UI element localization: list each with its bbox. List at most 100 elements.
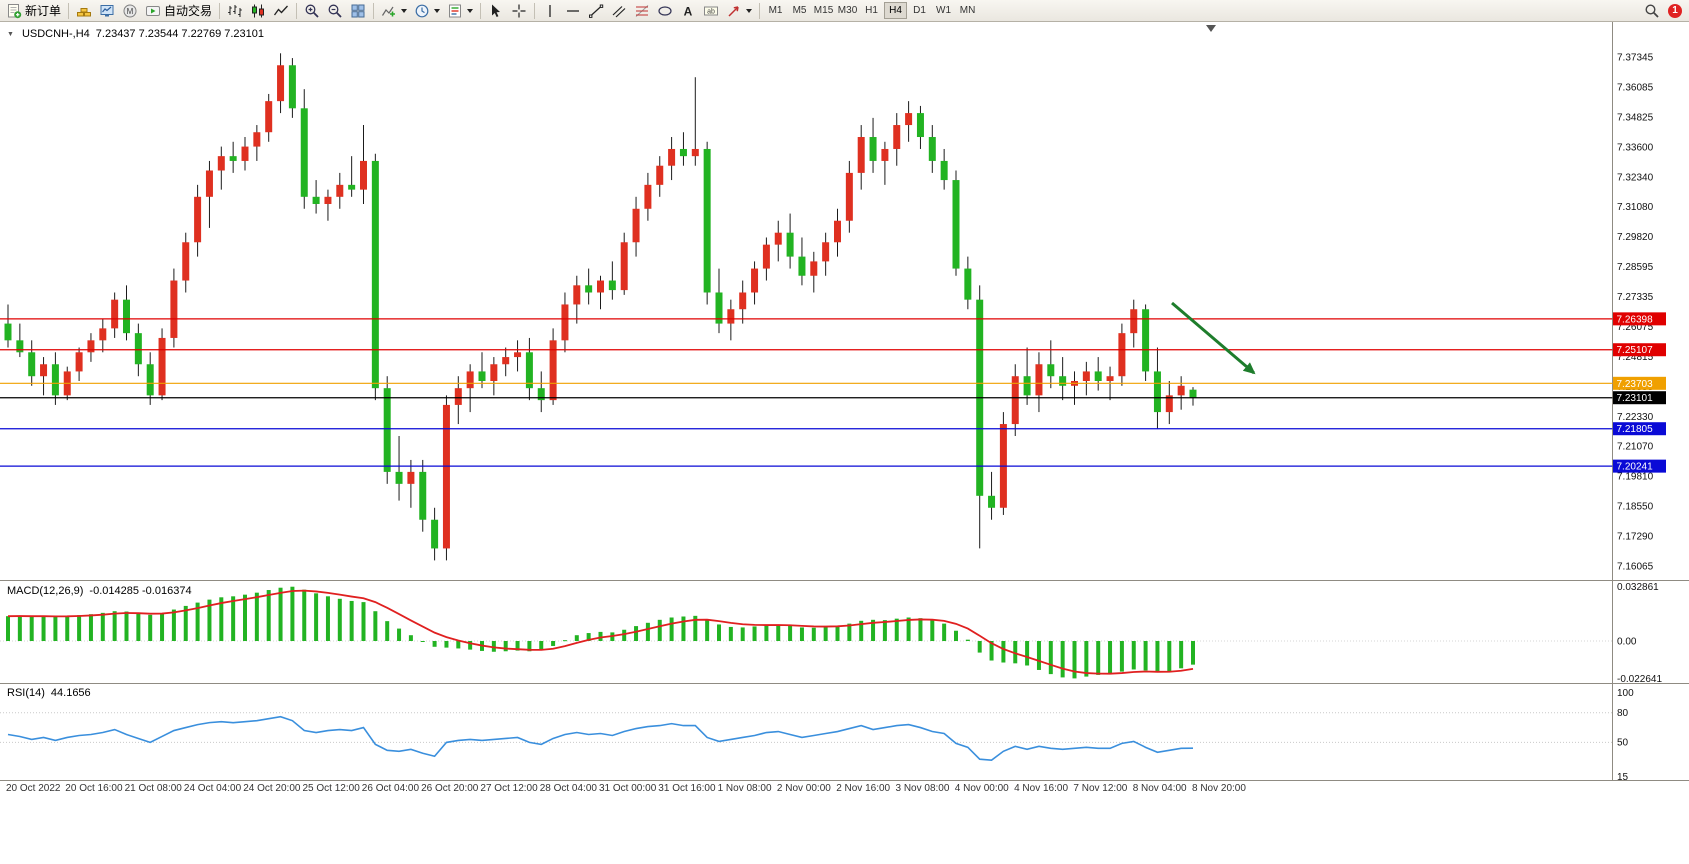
- svg-text:7.28595: 7.28595: [1617, 262, 1654, 273]
- gold-bars-button[interactable]: [73, 1, 95, 21]
- candlestick-chart-button[interactable]: [247, 1, 269, 21]
- add-indicator-icon: [382, 6, 396, 16]
- chart-title: ▼ USDCNH-,H4 7.23437 7.23544 7.22769 7.2…: [7, 28, 264, 40]
- equidistant-channel-button[interactable]: [608, 1, 630, 21]
- svg-text:7.37345: 7.37345: [1617, 53, 1654, 64]
- notification-badge[interactable]: 1: [1668, 3, 1682, 18]
- chart-profile-button[interactable]: [96, 1, 118, 21]
- chevron-down-icon[interactable]: ▼: [7, 30, 14, 38]
- price-chip: [1613, 343, 1666, 357]
- vertical-line-button[interactable]: [539, 1, 561, 21]
- bar-chart-button[interactable]: [224, 1, 246, 21]
- text-label-icon: ab: [704, 6, 719, 15]
- svg-text:7.26075: 7.26075: [1617, 322, 1654, 333]
- chart-template-button[interactable]: [444, 1, 476, 21]
- fibonacci-button[interactable]: [631, 1, 653, 21]
- svg-text:25 Oct 12:00: 25 Oct 12:00: [303, 783, 361, 794]
- chart-shift-marker[interactable]: [1206, 25, 1216, 32]
- price-chip: [1613, 376, 1666, 390]
- tf-button-m1[interactable]: M1: [764, 2, 787, 19]
- text-button[interactable]: A: [677, 1, 699, 21]
- zoom-out-button[interactable]: [324, 1, 346, 21]
- price-chip: [1613, 391, 1666, 405]
- timeframe-clock-icon: [415, 4, 429, 17]
- tf-button-m15[interactable]: M15: [812, 2, 835, 19]
- new-order-button[interactable]: 新订单: [3, 1, 64, 21]
- crosshair-button[interactable]: [508, 1, 530, 21]
- rsi-indicator-label: RSI(14) 44.1656: [7, 687, 91, 699]
- toolbar-separator: [534, 2, 536, 19]
- svg-text:1 Nov 08:00: 1 Nov 08:00: [718, 783, 772, 794]
- search-icon: [1645, 3, 1659, 18]
- candlestick-series: [4, 53, 1197, 561]
- tf-button-w1[interactable]: W1: [932, 2, 955, 19]
- svg-text:7.22330: 7.22330: [1617, 412, 1654, 423]
- cursor-button[interactable]: [485, 1, 507, 21]
- arrow-object-button[interactable]: [723, 1, 755, 21]
- tf-button-h4[interactable]: H4: [884, 2, 908, 19]
- zoom-in-button[interactable]: [301, 1, 323, 21]
- svg-text:7.23101: 7.23101: [1617, 393, 1654, 404]
- vertical-line-icon: [549, 4, 551, 17]
- dropdown-caret[interactable]: [746, 8, 753, 13]
- text-label-button[interactable]: ab: [700, 1, 722, 21]
- autotrading-play-icon: [146, 5, 161, 16]
- svg-text:7.29820: 7.29820: [1617, 232, 1654, 243]
- candlestick-chart-icon: [252, 4, 265, 17]
- svg-text:3 Nov 08:00: 3 Nov 08:00: [896, 783, 950, 794]
- rsi-title: RSI(14): [7, 687, 45, 699]
- tf-button-mn[interactable]: MN: [956, 2, 979, 19]
- trendline-icon: [589, 4, 604, 18]
- metaquotes-button[interactable]: M: [119, 1, 141, 21]
- toolbar-separator: [373, 2, 375, 19]
- ellipse-shape-button[interactable]: [654, 1, 676, 21]
- tf-button-h1[interactable]: H1: [860, 2, 883, 19]
- equidistant-channel-icon: [612, 5, 626, 17]
- cursor-icon: [492, 4, 501, 17]
- trend-arrow-annotation[interactable]: [1171, 301, 1256, 375]
- price-chip: [1613, 312, 1666, 326]
- zoom-in-icon: [305, 4, 319, 18]
- metaquotes-m-icon: M: [123, 4, 137, 17]
- svg-text:ab: ab: [707, 8, 715, 15]
- svg-text:24 Oct 20:00: 24 Oct 20:00: [243, 783, 301, 794]
- rsi-line: [7, 715, 1194, 762]
- zoom-out-icon: [328, 4, 342, 18]
- tf-button-m30[interactable]: M30: [836, 2, 859, 19]
- toolbar-separator: [759, 2, 761, 19]
- svg-text:2 Nov 16:00: 2 Nov 16:00: [836, 783, 890, 794]
- tf-button-m5[interactable]: M5: [788, 2, 811, 19]
- horizontal-line-button[interactable]: [562, 1, 584, 21]
- dropdown-caret[interactable]: [467, 8, 474, 13]
- ellipse-shape-icon: [658, 5, 672, 16]
- search-button[interactable]: [1641, 1, 1663, 21]
- svg-text:-0.022641: -0.022641: [1617, 674, 1662, 685]
- price-axis: 7.37345 7.36085 7.34825 7.33600 7.32340 7.310…: [1617, 53, 1654, 573]
- macd-values: -0.014285 -0.016374: [89, 585, 192, 597]
- chart-canvas[interactable]: 7.37345 7.36085 7.34825 7.33600 7.32340 7.310…: [0, 22, 1689, 864]
- svg-text:2 Nov 00:00: 2 Nov 00:00: [777, 783, 831, 794]
- svg-text:80: 80: [1617, 708, 1629, 719]
- price-lines[interactable]: [0, 318, 1613, 467]
- svg-text:7.25107: 7.25107: [1617, 345, 1654, 356]
- timeframes-menu-button[interactable]: [411, 1, 443, 21]
- svg-text:7.26398: 7.26398: [1617, 314, 1654, 325]
- tile-windows-button[interactable]: [347, 1, 369, 21]
- dropdown-caret[interactable]: [434, 8, 441, 13]
- svg-text:7.19810: 7.19810: [1617, 472, 1654, 483]
- svg-text:20 Oct 2022: 20 Oct 2022: [6, 783, 61, 794]
- svg-text:20 Oct 16:00: 20 Oct 16:00: [65, 783, 123, 794]
- svg-text:7.21070: 7.21070: [1617, 442, 1654, 453]
- macd-title: MACD(12,26,9): [7, 585, 84, 597]
- autotrading-button[interactable]: 自动交易: [142, 1, 215, 21]
- svg-text:7.23703: 7.23703: [1617, 379, 1654, 390]
- toolbar-separator: [219, 2, 221, 19]
- gold-bars-icon: [77, 7, 92, 16]
- trendline-button[interactable]: [585, 1, 607, 21]
- dropdown-caret[interactable]: [401, 8, 408, 13]
- tf-button-d1[interactable]: D1: [908, 2, 931, 19]
- svg-text:7.20241: 7.20241: [1617, 462, 1654, 473]
- bar-chart-icon: [228, 4, 242, 17]
- add-indicator-button[interactable]: [378, 1, 410, 21]
- line-chart-button[interactable]: [270, 1, 292, 21]
